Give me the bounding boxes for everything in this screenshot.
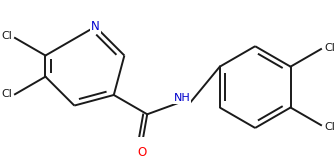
Text: Cl: Cl [325, 43, 336, 53]
Text: N: N [91, 20, 100, 33]
Text: Cl: Cl [2, 31, 12, 41]
Text: Cl: Cl [2, 89, 12, 99]
Text: O: O [137, 146, 146, 156]
Text: Cl: Cl [325, 122, 336, 132]
Text: NH: NH [174, 93, 191, 103]
